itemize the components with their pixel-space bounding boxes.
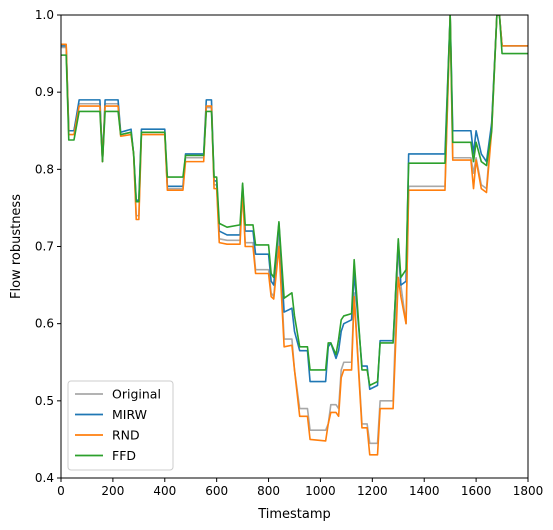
legend: Original MIRW RND FFD <box>67 380 174 471</box>
x-tick-label: 200 <box>101 484 124 498</box>
y-tick-label: 0.8 <box>35 162 54 176</box>
y-tick-label: 0.6 <box>35 317 54 331</box>
x-tick-label: 1400 <box>409 484 440 498</box>
legend-box <box>67 380 174 471</box>
y-tick-label: 0.9 <box>35 85 54 99</box>
x-tick-label: 0 <box>57 484 65 498</box>
series-line-ffd <box>61 15 528 387</box>
y-tick-label: 0.4 <box>35 471 54 485</box>
legend-label-mirw: MIRW <box>112 407 147 422</box>
y-tick-label: 0.7 <box>35 240 54 254</box>
x-tick-label: 400 <box>153 484 176 498</box>
x-axis: 0 200 400 600 800 1000 1200 1400 1600 1800 <box>57 478 543 498</box>
legend-label-ffd: FFD <box>112 448 136 463</box>
y-axis: 0.4 0.5 0.6 0.7 0.8 0.9 1.0 <box>35 8 61 485</box>
series-layer <box>61 15 528 456</box>
series-line-mirw <box>61 15 528 391</box>
y-tick-label: 1.0 <box>35 8 54 22</box>
x-tick-label: 1200 <box>357 484 388 498</box>
legend-label-rnd: RND <box>112 428 140 443</box>
y-axis-label: Flow robustness <box>9 194 24 299</box>
x-tick-label: 1000 <box>305 484 336 498</box>
x-tick-label: 1600 <box>461 484 492 498</box>
series-line-original <box>61 15 528 445</box>
x-tick-label: 1800 <box>513 484 544 498</box>
y-tick-label: 0.5 <box>35 394 54 408</box>
legend-label-original: Original <box>112 387 161 402</box>
x-axis-label: Timestamp <box>257 507 331 522</box>
x-tick-label: 800 <box>257 484 280 498</box>
x-tick-label: 600 <box>205 484 228 498</box>
